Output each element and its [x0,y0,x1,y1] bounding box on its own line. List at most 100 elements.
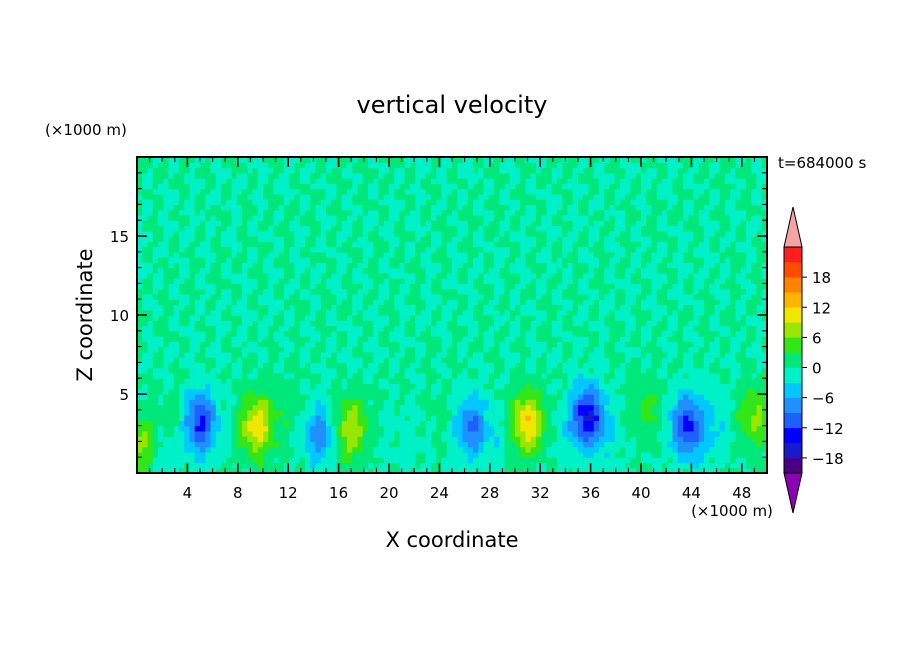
contour-cell [494,309,500,316]
contour-cell [578,457,584,464]
contour-cell [662,346,668,353]
contour-cell [441,315,448,321]
contour-cell [719,278,726,284]
contour-cell [362,351,369,358]
contour-cell [200,320,206,327]
contour-cell [436,378,443,385]
contour-cell [263,299,269,306]
contour-cell [651,262,658,269]
contour-cell [520,394,527,400]
contour-cell [698,457,705,464]
contour-cell [599,309,605,316]
contour-cell [651,451,658,458]
contour-cell [257,293,264,300]
contour-cell [546,262,553,269]
contour-cell [509,388,516,395]
contour-cell [362,394,369,400]
contour-cell [194,399,201,406]
contour-cell [483,451,490,458]
contour-cell [462,330,469,337]
contour-cell [578,309,584,316]
contour-cell [278,325,285,332]
contour-cell [698,425,705,432]
contour-cell [352,283,359,290]
contour-cell [142,383,149,390]
contour-cell [310,267,317,274]
contour-cell [142,330,149,337]
contour-cell [326,251,332,258]
contour-cell [704,441,710,448]
contour-cell [347,372,353,379]
contour-cell [268,330,275,337]
contour-cell [221,372,227,379]
contour-cell [756,446,763,453]
contour-cell [541,330,548,337]
contour-cell [562,304,569,311]
contour-cell [730,257,737,263]
contour-cell [137,446,143,453]
contour-cell [420,278,427,284]
contour-cell [268,251,275,258]
contour-cell [672,336,679,342]
contour-cell [205,304,212,311]
contour-cell [635,399,642,406]
contour-cell [137,436,143,442]
contour-cell [152,446,159,453]
contour-cell [163,420,170,427]
contour-cell [147,394,154,400]
contour-cell [719,267,726,274]
contour-cell [462,341,469,348]
contour-cell [184,267,191,274]
contour-cell [336,446,343,453]
contour-cell [520,378,527,385]
contour-cell [200,362,206,369]
contour-cell [557,415,563,421]
contour-cell [725,262,731,269]
contour-cell [236,441,243,448]
contour-cell [205,409,212,416]
contour-cell [383,372,390,379]
contour-cell [189,399,196,406]
contour-cell [184,330,191,337]
contour-cell [478,425,485,432]
contour-cell [572,357,579,363]
contour-cell [462,262,469,269]
contour-cell [557,257,563,263]
contour-cell [740,288,747,295]
contour-cell [389,430,395,437]
contour-cell [683,346,689,353]
contour-cell [520,357,527,363]
contour-cell [457,404,464,411]
contour-cell [520,404,527,411]
contour-cell [688,262,695,269]
contour-cell [273,425,280,432]
contour-cell [168,436,175,442]
contour-cell [746,325,752,332]
contour-cell [483,462,490,469]
contour-cell [536,293,542,300]
contour-cell [289,346,296,353]
contour-cell [404,299,411,306]
contour-cell [273,262,280,269]
contour-cell [609,336,616,342]
contour-cell [320,399,327,406]
contour-cell [751,415,758,421]
contour-cell [604,362,611,369]
contour-cell [662,351,668,358]
contour-cell [515,272,521,279]
contour-cell [252,446,259,453]
contour-cell [320,404,327,411]
contour-cell [557,346,563,353]
contour-cell [362,420,369,427]
contour-cell [714,399,721,406]
contour-cell [231,367,238,374]
contour-cell [305,251,311,258]
contour-cell [562,330,569,337]
contour-cell [415,462,422,469]
contour-cell [572,362,579,369]
contour-cell [357,325,364,332]
contour-cell [620,257,626,263]
contour-cell [761,372,768,379]
contour-cell [635,336,642,342]
contour-cell [152,404,159,411]
